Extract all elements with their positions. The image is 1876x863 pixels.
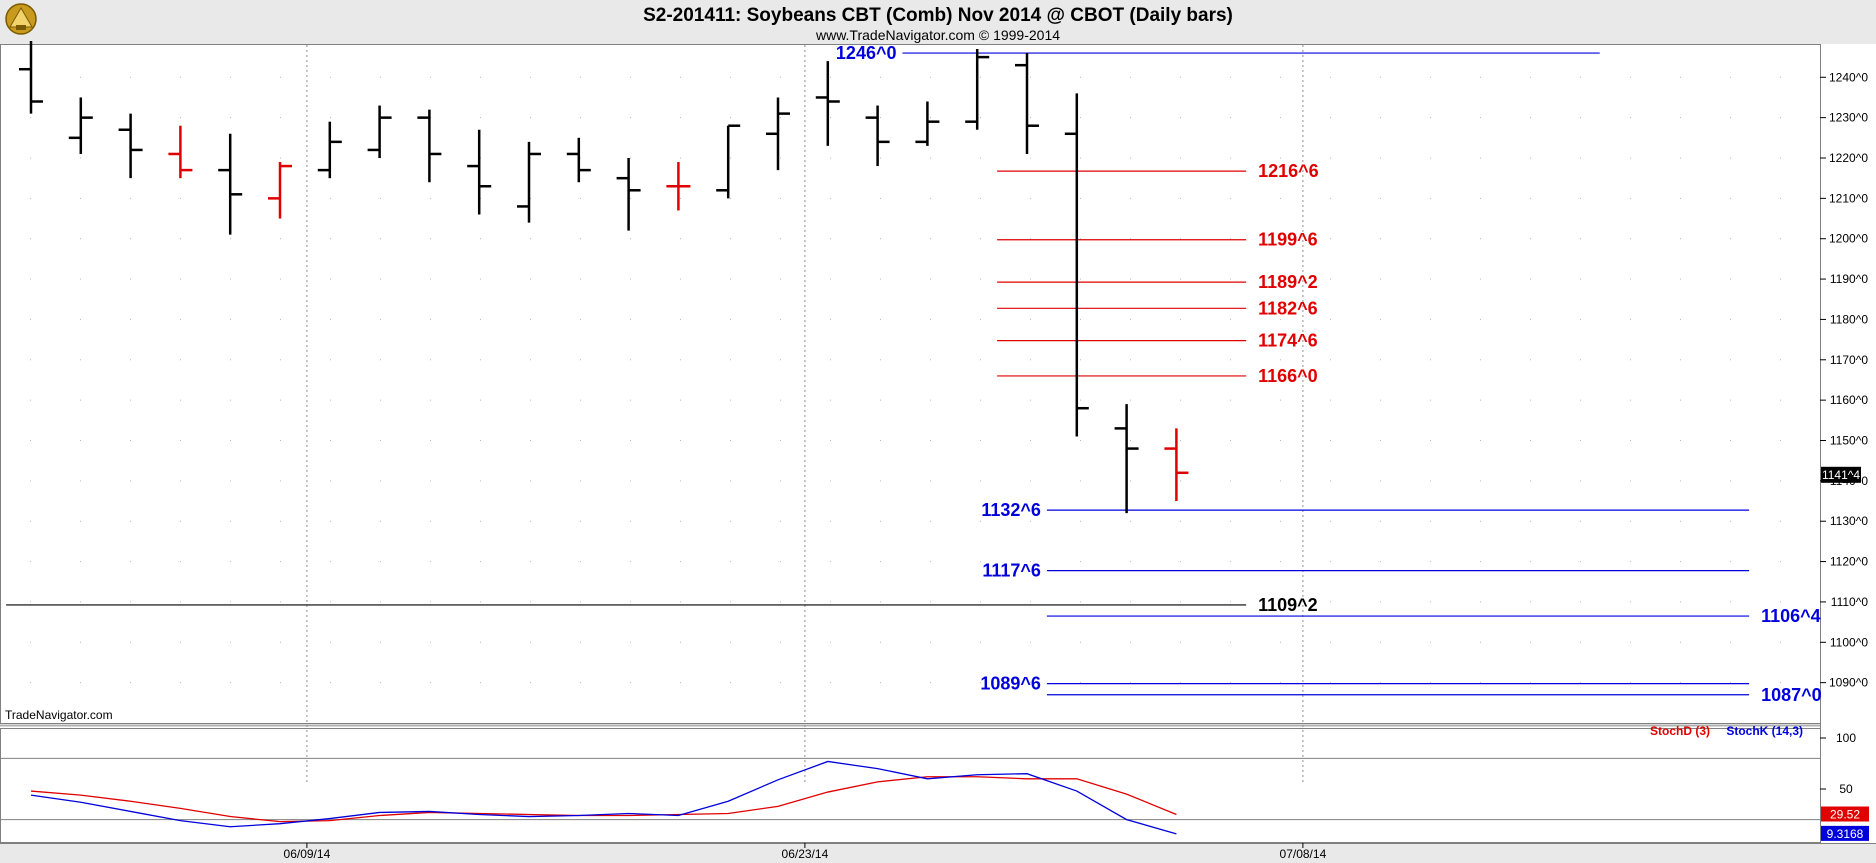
ohlc-bar: [616, 158, 641, 231]
ohlc-bar: [467, 129, 492, 215]
stoch-series-line: [30, 760, 1177, 835]
level-label: 1106^4: [1761, 606, 1821, 626]
ohlc-bar: [1015, 53, 1039, 154]
ohlc-bar: [19, 40, 43, 114]
price-tick-label: 1230^0: [1829, 111, 1868, 125]
ohlc-bar: [218, 133, 243, 235]
ohlc-bar: [268, 162, 292, 219]
level-label: 1087^0: [1761, 685, 1822, 705]
ohlc-bar: [1164, 428, 1189, 502]
trade-navigator-logo-icon: [5, 3, 37, 35]
header-bar: [0, 0, 1876, 44]
stoch-legend-entry: StochK (14,3): [1726, 724, 1803, 738]
level-label: 1199^6: [1258, 230, 1318, 250]
ohlc-bar: [766, 97, 790, 171]
level-label: 1166^0: [1258, 366, 1318, 386]
price-tick-label: 1240^0: [1829, 70, 1868, 84]
stoch-tick-label: 100: [1836, 731, 1856, 745]
last-price-label: 1141^4: [1822, 468, 1860, 482]
stoch-legend-entry: StochD (3): [1650, 724, 1710, 738]
date-axis-bar: [0, 843, 1876, 863]
ohlc-bar: [118, 113, 143, 179]
level-label: 1089^6: [980, 674, 1041, 694]
price-tick-label: 1170^0: [1830, 353, 1868, 367]
ohlc-bar: [68, 97, 93, 154]
price-axis: 1240^0 1230^0 1220^0 1210^0 1200^0 1190^0 1180…: [1820, 70, 1869, 690]
stochastics: 100 50 29.52 9.3168 StochD (3) StochK (14,3): [0, 724, 1869, 841]
price-tick-label: 1160^0: [1830, 393, 1868, 407]
ohlc-bar: [666, 162, 691, 211]
stoch-last-label: 9.3168: [1827, 827, 1864, 841]
price-bars: [19, 40, 1189, 514]
stoch-last-label: 29.52: [1830, 808, 1860, 822]
date-tick-label: 07/08/14: [1280, 847, 1327, 861]
ohlc-bar: [417, 109, 442, 183]
price-panel: [0, 44, 1821, 724]
stoch-tick-label: 50: [1839, 782, 1853, 796]
level-label: 1182^6: [1258, 298, 1318, 318]
date-tick-label: 06/09/14: [284, 847, 331, 861]
ohlc-bar: [915, 101, 940, 146]
ohlc-bar: [566, 137, 591, 183]
level-lines: 1246^0 1216^6 1199^6 1189^2 1182^6 1174^6 1166…: [6, 43, 1822, 705]
ohlc-bar: [716, 124, 741, 199]
price-tick-label: 1110^0: [1831, 595, 1869, 609]
ohlc-bar: [815, 61, 840, 146]
price-tick-label: 1200^0: [1829, 232, 1868, 246]
ohlc-bar: [317, 121, 342, 179]
price-tick-label: 1190^0: [1830, 272, 1868, 286]
stoch-series-line: [30, 776, 1177, 823]
level-label: 1117^6: [982, 561, 1041, 581]
stoch-last-box: [1821, 825, 1869, 841]
price-tick-label: 1100^0: [1830, 635, 1868, 649]
ohlc-bar: [1114, 404, 1139, 514]
price-tick-label: 1120^0: [1830, 555, 1868, 569]
last-price-box: [1821, 466, 1861, 483]
ohlc-bar: [517, 141, 541, 223]
price-tick-label: 1180^0: [1830, 312, 1868, 326]
chart-subtitle: www.TradeNavigator.com © 1999-2014: [815, 27, 1060, 43]
level-label: 1109^2: [1258, 595, 1318, 615]
stoch-last-box: [1821, 806, 1869, 822]
stochastics-panel: [0, 728, 1821, 843]
price-tick-label: 1210^0: [1829, 191, 1868, 205]
price-tick-label: 1220^0: [1829, 151, 1868, 165]
level-label: 1189^2: [1258, 272, 1318, 292]
level-label: 1132^6: [981, 500, 1041, 520]
level-label: 1246^0: [836, 43, 897, 63]
ohlc-bar: [965, 49, 990, 130]
ohlc-bar: [168, 125, 193, 179]
ohlc-bar: [865, 105, 890, 167]
chart-title: S2-201411: Soybeans CBT (Comb) Nov 2014 …: [643, 5, 1233, 26]
watermark: TradeNavigator.com: [5, 708, 113, 722]
price-tick-label: 1090^0: [1829, 676, 1868, 690]
level-label: 1216^6: [1258, 161, 1319, 181]
ohlc-bar: [1064, 93, 1089, 437]
date-axis: 06/09/14 06/23/14 07/08/14: [284, 843, 1327, 861]
price-tick-label: 1130^0: [1830, 514, 1868, 528]
ohlc-bar: [367, 105, 392, 158]
level-label: 1174^6: [1258, 331, 1318, 351]
price-tick-label: 1150^0: [1830, 434, 1868, 448]
date-tick-label: 06/23/14: [782, 847, 829, 861]
